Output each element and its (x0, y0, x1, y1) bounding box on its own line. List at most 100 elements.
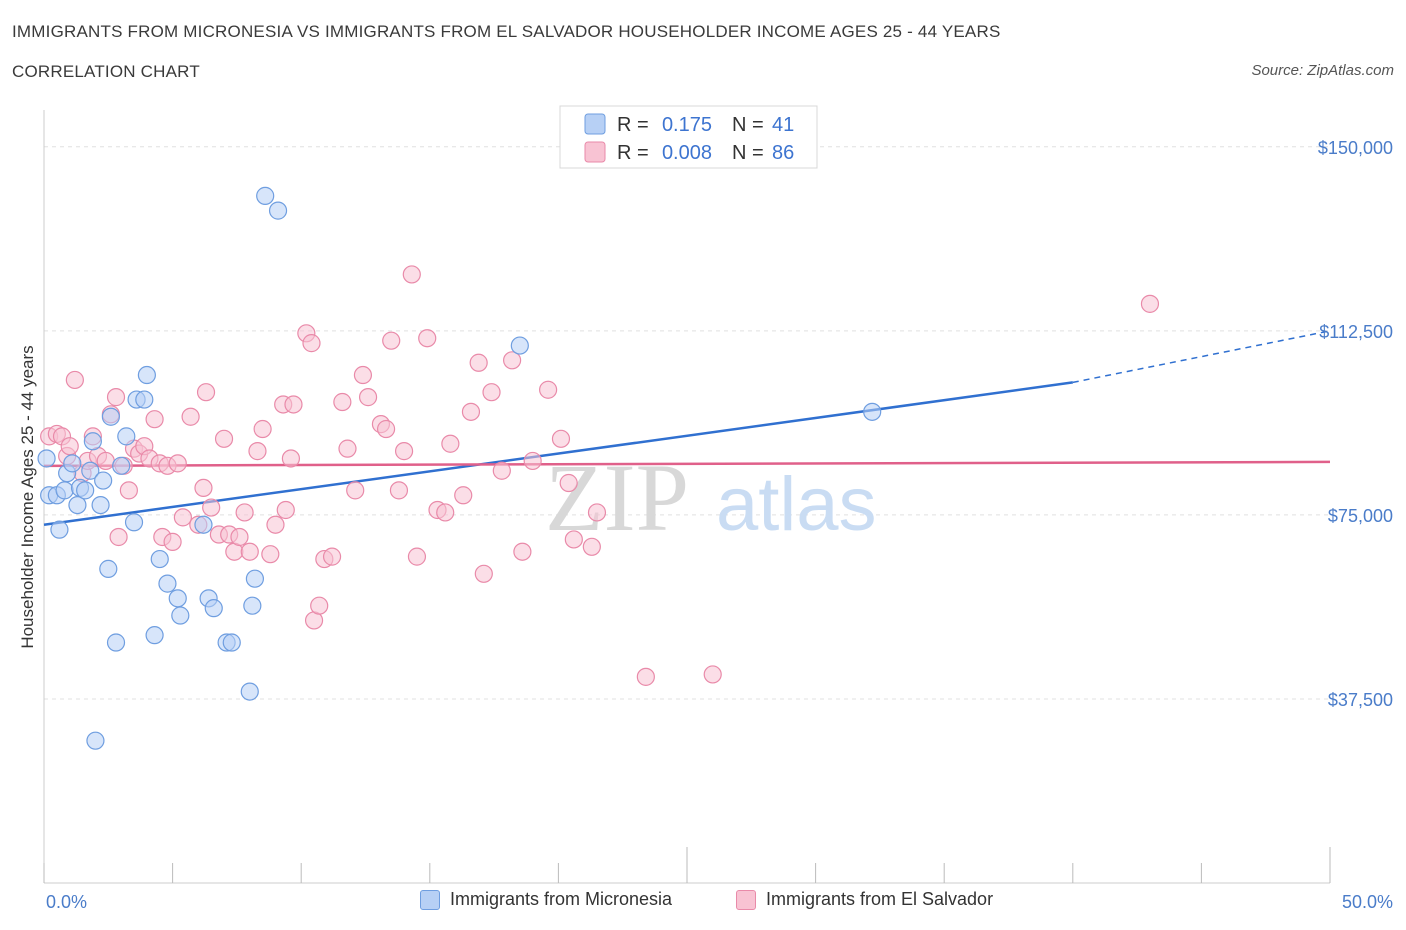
point-elsalvador (353, 365, 373, 385)
point-elsalvador (60, 437, 79, 456)
stats-legend: R = 0.175 N = 41 R = 0.008 N = 86 (559, 105, 818, 169)
point-elsalvador (333, 392, 352, 412)
point-elsalvador (266, 515, 285, 534)
legend-n-label-0: N = (732, 114, 764, 136)
point-micronesia (863, 402, 882, 421)
legend-n-value-1: 86 (772, 142, 794, 164)
point-micronesia (510, 336, 529, 355)
chart-title: IMMIGRANTS FROM MICRONESIA VS IMMIGRANTS… (12, 22, 1001, 41)
point-elsalvador (181, 407, 200, 426)
point-micronesia (145, 626, 164, 645)
point-elsalvador (230, 527, 249, 547)
legend-swatch (736, 889, 756, 910)
point-elsalvador (240, 542, 259, 561)
point-elsalvador (276, 500, 295, 520)
legend-swatch (420, 889, 440, 910)
point-elsalvador (253, 419, 272, 439)
point-elsalvador (376, 419, 396, 439)
point-elsalvador (322, 547, 342, 566)
point-micronesia (117, 427, 136, 446)
y-tick-labels: $37,500 $75,000 $112,500 $150,000 (1318, 138, 1393, 710)
point-elsalvador (441, 434, 460, 453)
point-micronesia (194, 515, 213, 534)
point-micronesia (63, 454, 82, 473)
y-axis-label: Householder Income Ages 25 - 44 years (18, 345, 37, 648)
point-elsalvador (461, 402, 481, 421)
point-elsalvador (703, 665, 722, 684)
point-micronesia (124, 513, 144, 532)
point-micronesia (55, 481, 74, 500)
point-elsalvador (145, 410, 164, 429)
chart-subtitle: CORRELATION CHART (12, 62, 200, 81)
point-elsalvador (436, 503, 455, 522)
y-tick-label: $75,000 (1328, 506, 1393, 526)
point-elsalvador (284, 395, 303, 414)
point-micronesia (106, 633, 126, 652)
point-elsalvador (119, 481, 138, 500)
point-elsalvador (248, 442, 267, 461)
trend-line-elsalvador (43, 460, 1331, 468)
legend-r-value-1: 0.008 (662, 142, 712, 164)
y-tick-label: $112,500 (1319, 322, 1393, 342)
point-micronesia (112, 456, 131, 475)
point-elsalvador (389, 481, 409, 500)
point-elsalvador (235, 503, 254, 522)
point-elsalvador (492, 461, 511, 480)
x-tick-label-min: 0.0% (46, 892, 87, 912)
legend-item-elsalvador: Immigrants from El Salvador (736, 889, 993, 910)
point-micronesia (245, 569, 265, 588)
point-elsalvador (168, 454, 187, 473)
point-micronesia (81, 461, 100, 480)
watermark: ZIP atlas (545, 444, 877, 551)
point-elsalvador (194, 478, 213, 498)
y-tick-label: $37,500 (1328, 690, 1393, 710)
point-elsalvador (394, 442, 414, 461)
point-micronesia (91, 495, 110, 515)
legend-n-label-1: N = (732, 142, 764, 164)
point-elsalvador (310, 596, 329, 615)
point-elsalvador (338, 439, 357, 458)
point-micronesia (150, 549, 169, 569)
point-micronesia (240, 682, 259, 701)
point-elsalvador (281, 449, 301, 468)
point-elsalvador (65, 370, 84, 390)
gridlines (44, 146, 1330, 700)
legend-label-elsalvador: Immigrants from El Salvador (766, 889, 994, 909)
point-elsalvador (474, 564, 493, 583)
point-elsalvador (469, 353, 488, 372)
point-micronesia (243, 596, 262, 615)
watermark-atlas: atlas (716, 462, 877, 547)
point-micronesia (135, 390, 154, 409)
point-micronesia (268, 201, 288, 220)
point-micronesia (50, 520, 69, 539)
point-elsalvador (1140, 294, 1160, 313)
point-elsalvador (564, 530, 583, 549)
legend-r-label-0: R = (617, 114, 649, 136)
legend-swatch-elsalvador (584, 141, 606, 163)
point-elsalvador (346, 481, 365, 500)
point-micronesia (158, 574, 177, 593)
point-micronesia (204, 599, 223, 618)
point-elsalvador (196, 383, 216, 402)
point-elsalvador (109, 527, 128, 547)
point-elsalvador (636, 667, 655, 686)
point-micronesia (99, 559, 118, 578)
point-elsalvador (551, 429, 571, 448)
point-micronesia (86, 731, 105, 750)
point-micronesia (256, 186, 275, 205)
trend-line-micronesia-extension (1072, 330, 1331, 384)
legend-label-micronesia: Immigrants from Micronesia (450, 889, 673, 909)
point-elsalvador (582, 537, 601, 556)
point-elsalvador (106, 388, 126, 407)
point-micronesia (137, 365, 156, 385)
point-elsalvador (513, 542, 532, 561)
point-elsalvador (163, 532, 182, 551)
legend-item-micronesia: Immigrants from Micronesia (420, 889, 672, 910)
point-micronesia (222, 633, 241, 652)
point-elsalvador (503, 351, 522, 370)
legend-r-label-1: R = (617, 142, 649, 164)
point-elsalvador (173, 508, 192, 527)
y-tick-label: $150,000 (1318, 138, 1393, 158)
x-tick-label-max: 50.0% (1342, 892, 1393, 912)
